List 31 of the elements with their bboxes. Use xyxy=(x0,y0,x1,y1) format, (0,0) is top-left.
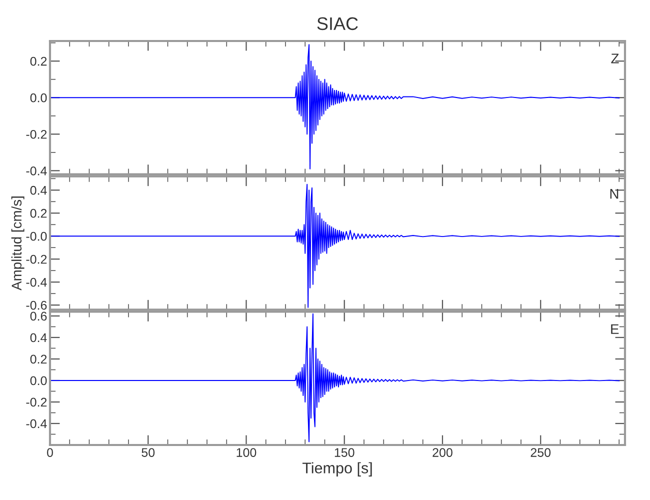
y-tick-label: -0.0 xyxy=(26,232,47,241)
x-tick-label: 100 xyxy=(236,448,256,457)
line-series xyxy=(50,44,620,170)
y-tick-label: -0.2 xyxy=(26,130,47,139)
y-tick-label: 0.0 xyxy=(30,376,47,386)
y-tick-label: -0.4 xyxy=(26,166,47,176)
y-tick-label: 0.0 xyxy=(30,93,47,102)
chart-title: SIAC xyxy=(317,17,358,30)
y-tick-label: 0.2 xyxy=(30,208,47,218)
y-tick-label: 0.2 xyxy=(30,56,47,66)
y-tick-label: -0.6 xyxy=(26,300,47,310)
line-series xyxy=(50,184,620,308)
x-tick-label: 50 xyxy=(142,448,155,457)
annotation: Z xyxy=(611,54,619,64)
line-series xyxy=(50,313,620,442)
y-tick-label: -0.2 xyxy=(26,254,47,264)
y-axis-title: Amplitud [cm/s] xyxy=(11,196,24,290)
y-tick-label: -0.4 xyxy=(26,278,47,287)
x-tick-label: 150 xyxy=(334,448,354,457)
annotation: E xyxy=(611,324,619,334)
x-tick-label: 200 xyxy=(432,448,452,457)
x-tick-label: 250 xyxy=(530,448,551,457)
y-tick-label: -0.2 xyxy=(26,398,47,407)
y-tick-label: 0.6 xyxy=(30,312,47,321)
y-tick-label: 0.4 xyxy=(30,333,47,342)
x-axis-title: Tiempo [s] xyxy=(302,462,372,476)
y-tick-label: 0.2 xyxy=(30,354,47,364)
y-tick-label: -0.4 xyxy=(26,419,47,428)
y-tick-label: 0.4 xyxy=(30,186,47,195)
x-tick-label: 0 xyxy=(47,448,53,457)
annotation: N xyxy=(610,189,618,199)
